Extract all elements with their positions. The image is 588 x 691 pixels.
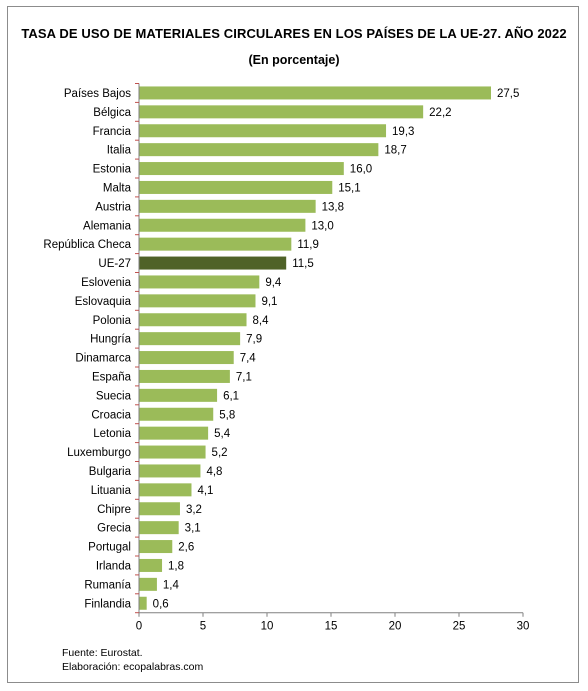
value-label: 2,6 [178, 542, 194, 554]
category-label: Hungría [90, 334, 132, 346]
value-label: 13,0 [311, 220, 333, 232]
category-label: Malta [103, 182, 132, 194]
bar-dinamarca [139, 351, 234, 365]
bar-irlanda [139, 558, 163, 572]
credit-note: Elaboración: ecopalabras.com [62, 661, 204, 673]
category-label: Italia [107, 145, 132, 157]
category-label: Irlanda [96, 560, 132, 572]
category-label: Rumanía [84, 579, 131, 591]
bar-bélgica [139, 105, 424, 119]
value-label: 8,4 [253, 315, 270, 327]
category-label: Polonia [93, 315, 132, 327]
category-label: Austria [95, 201, 131, 213]
bar-grecia [139, 521, 179, 535]
bar-ue-27 [139, 256, 287, 270]
category-label: UE-27 [98, 258, 131, 270]
value-label: 19,3 [392, 126, 414, 138]
category-label: Bélgica [93, 107, 131, 119]
bar-croacia [139, 407, 214, 421]
value-label: 6,1 [223, 390, 239, 402]
category-label: Suecia [96, 390, 132, 402]
x-tick-label: 5 [200, 621, 206, 633]
category-label: Alemania [83, 220, 132, 232]
bar-alemania [139, 218, 306, 232]
bar-rumanía [139, 577, 157, 591]
category-label: Grecia [97, 523, 131, 535]
chart-subtitle: (En porcentaje) [248, 53, 340, 67]
value-label: 5,4 [214, 428, 231, 440]
value-label: 1,8 [168, 560, 184, 572]
category-label: República Checa [43, 239, 131, 251]
value-label: 4,1 [197, 485, 213, 497]
value-label: 18,7 [384, 145, 406, 157]
value-label: 22,2 [429, 107, 451, 119]
x-tick-label: 15 [325, 621, 338, 633]
value-label: 15,1 [338, 182, 360, 194]
category-label: Eslovenia [81, 277, 131, 289]
value-label: 7,4 [240, 353, 257, 365]
value-label: 9,4 [265, 277, 282, 289]
category-label: España [92, 371, 132, 383]
source-note: Fuente: Eurostat. [62, 647, 143, 659]
bar-estonia [139, 162, 344, 176]
bar-polonia [139, 313, 247, 327]
x-tick-label: 0 [136, 621, 142, 633]
value-label: 11,5 [292, 258, 314, 270]
bar-malta [139, 180, 333, 194]
chart-frame [7, 6, 579, 683]
bar-finlandia [139, 596, 147, 610]
bar-españa [139, 369, 230, 383]
category-label: Croacia [91, 409, 131, 421]
x-tick-label: 20 [389, 621, 402, 633]
category-label: Finlandia [84, 598, 131, 610]
x-tick-label: 10 [261, 621, 274, 633]
value-label: 13,8 [322, 201, 344, 213]
category-label: Eslovaquia [75, 296, 132, 308]
bar-chipre [139, 502, 180, 516]
x-tick-label: 25 [453, 621, 466, 633]
category-label: Países Bajos [64, 88, 131, 100]
category-label: Chipre [97, 504, 131, 516]
value-label: 5,2 [212, 447, 228, 459]
category-label: Luxemburgo [67, 447, 131, 459]
value-label: 7,9 [246, 334, 262, 346]
bar-letonia [139, 426, 209, 440]
value-label: 3,1 [185, 523, 201, 535]
bar-república-checa [139, 237, 292, 251]
bar-lituania [139, 483, 192, 497]
bar-bulgaria [139, 464, 201, 478]
bar-luxemburgo [139, 445, 206, 459]
category-label: Letonia [93, 428, 131, 440]
category-label: Francia [93, 126, 132, 138]
x-tick-label: 30 [517, 621, 530, 633]
value-label: 11,9 [297, 239, 319, 251]
bar-francia [139, 124, 387, 138]
value-label: 27,5 [497, 88, 519, 100]
value-label: 1,4 [163, 579, 180, 591]
value-label: 3,2 [186, 504, 202, 516]
value-label: 16,0 [350, 164, 372, 176]
bar-eslovaquia [139, 294, 256, 308]
chart-title: TASA DE USO DE MATERIALES CIRCULARES EN … [21, 26, 567, 41]
bar-austria [139, 199, 316, 213]
value-label: 7,1 [236, 371, 252, 383]
category-label: Dinamarca [75, 353, 131, 365]
value-label: 0,6 [153, 598, 169, 610]
bar-suecia [139, 388, 218, 402]
bar-hungría [139, 332, 241, 346]
bar-países-bajos [139, 86, 491, 100]
value-label: 5,8 [219, 409, 235, 421]
value-label: 4,8 [206, 466, 222, 478]
category-label: Bulgaria [89, 466, 132, 478]
category-label: Lituania [91, 485, 132, 497]
bar-italia [139, 143, 379, 157]
bar-eslovenia [139, 275, 260, 289]
category-label: Portugal [88, 542, 131, 554]
category-label: Estonia [93, 164, 132, 176]
value-label: 9,1 [261, 296, 277, 308]
bar-portugal [139, 540, 173, 554]
